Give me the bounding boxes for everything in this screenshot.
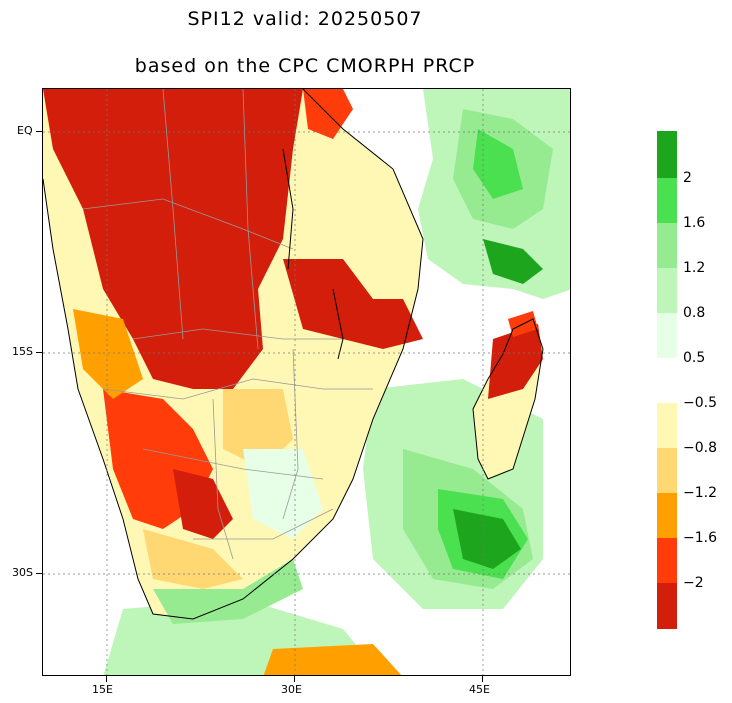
- tick-45e: [482, 676, 483, 682]
- coastline: [43, 89, 544, 620]
- legend-swatch-mid-green: [657, 223, 677, 268]
- grid-lines: [43, 89, 570, 675]
- lon-label-15e: 15E: [92, 683, 113, 696]
- legend-swatch-green: [657, 178, 677, 223]
- legend-label: 1.6: [683, 215, 706, 231]
- map-title: SPI12 valid: 20250507: [187, 8, 423, 30]
- legend-swatch-orange: [657, 493, 677, 538]
- legend-swatch-white: [657, 358, 677, 403]
- map-subtitle: based on the CPC CMORPH PRCP: [134, 55, 476, 77]
- legend-label: −0.8: [683, 440, 717, 456]
- lon-label-30e: 30E: [281, 683, 302, 696]
- legend-label: 0.8: [683, 305, 706, 321]
- legend-label: −0.5: [683, 395, 717, 411]
- legend-label: 2: [683, 170, 692, 186]
- legend-label: −2: [683, 575, 704, 591]
- lon-label-45e: 45E: [469, 683, 490, 696]
- spi-map: [43, 89, 570, 675]
- legend-label: −1.6: [683, 530, 717, 546]
- drought-core-north: [43, 89, 303, 389]
- legend-swatch-light-orange: [657, 448, 677, 493]
- map-area: [42, 88, 571, 676]
- legend-swatch-light-green: [657, 268, 677, 313]
- legend-swatch-dark-red: [657, 583, 677, 629]
- lat-label-30s: 30S: [12, 566, 33, 579]
- legend-swatch-pale-green: [657, 313, 677, 358]
- legend-swatch-pale-yellow: [657, 403, 677, 448]
- legend-label: 0.5: [683, 350, 706, 366]
- lat-label-15s: 15S: [12, 345, 33, 358]
- tick-30e: [294, 676, 295, 682]
- tick-15s: [36, 352, 42, 353]
- tick-eq: [36, 131, 42, 132]
- legend-swatch-red: [657, 538, 677, 583]
- tick-30s: [36, 573, 42, 574]
- legend-label: −1.2: [683, 485, 717, 501]
- lat-label-eq: EQ: [17, 124, 33, 137]
- legend-swatch-dark-green: [657, 131, 677, 178]
- legend-label: 1.2: [683, 260, 706, 276]
- color-legend: [657, 131, 677, 629]
- tick-15e: [106, 676, 107, 682]
